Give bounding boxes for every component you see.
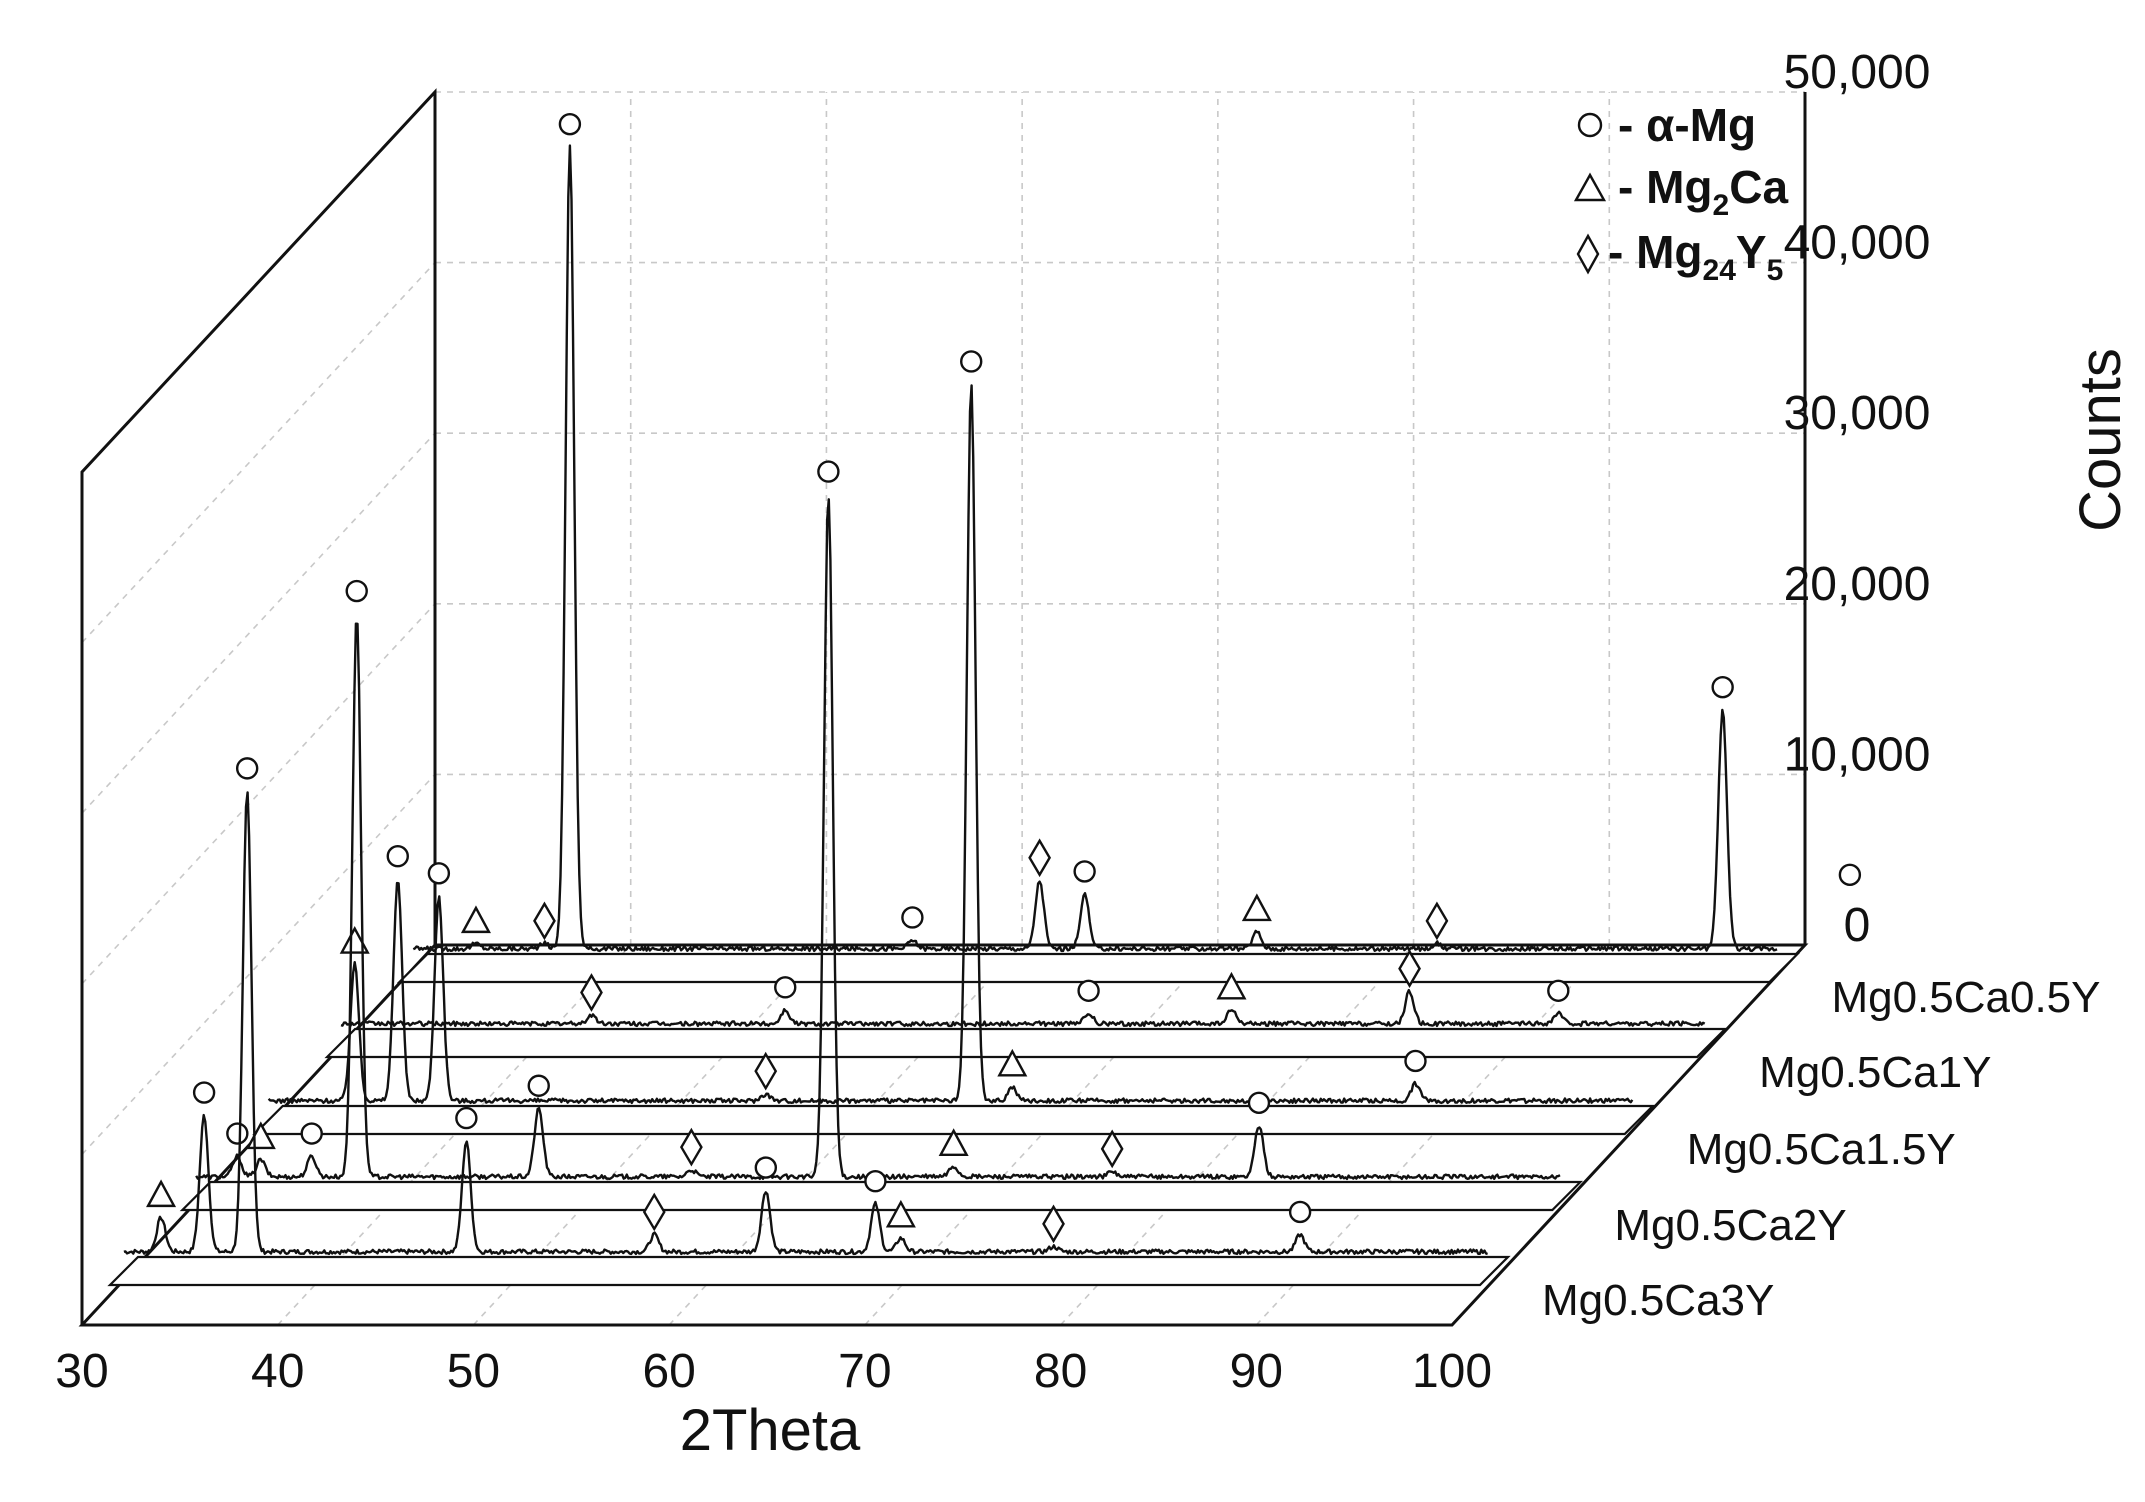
peak-marker-circle	[1711, 675, 1734, 699]
y-tick-label: 30,000	[1784, 387, 1931, 440]
series-label: Mg0.5Ca2Y	[1614, 1201, 1846, 1250]
grid-side	[81, 603, 436, 985]
series-label: Mg0.5Ca1Y	[1759, 1048, 1991, 1097]
axis-ticks: 0 10,000 20,000 30,000 40,000 50,000 30 40 50 60 7…	[55, 46, 1930, 1398]
series-ribbon	[324, 1027, 1728, 1059]
peak-marker-diamond	[754, 1051, 778, 1091]
legend: - α-Mg - Mg2Ca - Mg24Y5	[1573, 99, 1788, 287]
peak-marker-circle	[774, 976, 797, 999]
peak-marker-circle	[960, 350, 983, 373]
legend-item-mg2ca: - Mg2Ca	[1573, 161, 1788, 222]
series-trace	[340, 988, 1706, 1028]
grid-side	[81, 262, 436, 644]
peak-marker-diamond	[680, 1127, 703, 1167]
peak-marker-circle	[1247, 1091, 1271, 1115]
x-tick-label: 50	[447, 1345, 500, 1398]
peak-marker-diamond	[1425, 901, 1449, 941]
peak-marker-triangle	[997, 1048, 1028, 1077]
legend-label-mg2ca: - Mg2Ca	[1618, 161, 1788, 222]
peak-marker-diamond	[1042, 1204, 1065, 1244]
x-tick-label: 100	[1412, 1345, 1492, 1398]
series-ribbon	[179, 1180, 1584, 1212]
peak-marker-circle	[192, 1081, 216, 1104]
series-trace	[123, 791, 1488, 1256]
peak-marker-circle	[527, 1074, 550, 1097]
peak-marker-circle	[754, 1156, 778, 1179]
peak-marker-circle	[226, 1122, 249, 1145]
series-label: Mg0.5Ca3Y	[1542, 1276, 1774, 1325]
peak-marker-circle	[1073, 860, 1096, 883]
series-row: Mg0.5Ca2Y	[179, 460, 1847, 1250]
x-tick-label: 90	[1230, 1345, 1283, 1398]
peak-marker-triangle	[1241, 893, 1272, 922]
gridlines	[81, 91, 1805, 1326]
peak-marker-triangle	[938, 1128, 969, 1156]
peak-marker-circle	[558, 112, 582, 136]
series-label: Mg0.5Ca1.5Y	[1687, 1125, 1956, 1174]
peak-marker-circle	[1547, 979, 1570, 1002]
y-axis-title: Counts	[2068, 348, 2133, 532]
legend-triangle-icon	[1573, 172, 1607, 202]
peak-marker-circle	[427, 862, 451, 885]
axes-frame	[78, 88, 1809, 1327]
y-tick-label: 50,000	[1784, 46, 1931, 99]
grid-side	[81, 773, 436, 1155]
x-tick-label: 30	[55, 1345, 108, 1398]
peak-marker-diamond	[642, 1192, 666, 1232]
legend-item-mg24y5: - Mg24Y5	[1576, 226, 1783, 287]
peak-marker-circle	[345, 579, 368, 603]
peak-marker-circle	[386, 845, 409, 868]
peak-marker-circle	[1404, 1049, 1427, 1073]
y-tick-label: 0	[1844, 899, 1871, 952]
peak-marker-circle	[1288, 1200, 1312, 1224]
legend-circle-icon	[1577, 112, 1603, 138]
peak-marker-circle	[455, 1106, 478, 1130]
peak-marker-circle	[1077, 979, 1100, 1002]
y-tick-label: 20,000	[1784, 558, 1931, 611]
frame-left-wall	[80, 88, 437, 1325]
series-ribbon	[252, 1104, 1656, 1136]
y-tick-label: 40,000	[1784, 217, 1931, 270]
peak-marker-diamond	[580, 973, 603, 1012]
peak-marker-circle	[235, 757, 259, 780]
grid-side	[81, 432, 436, 814]
peak-marker-diamond	[1398, 949, 1421, 988]
peak-marker-triangle	[146, 1179, 177, 1208]
series-ribbon	[107, 1255, 1511, 1287]
series-traces: Mg0.5Ca0.5Y Mg0.5Ca1Y Mg0.5Ca1.5Y Mg0.5Ca2Y…	[107, 112, 2101, 1325]
peak-marker-circle	[300, 1122, 323, 1145]
legend-label-mg24y5: - Mg24Y5	[1608, 226, 1783, 287]
peak-marker-triangle	[339, 926, 370, 954]
legend-diamond-icon	[1576, 233, 1600, 275]
peak-marker-circle	[864, 1170, 887, 1193]
series-row: Mg0.5Ca0.5Y	[396, 112, 2101, 1022]
x-tick-label: 80	[1034, 1345, 1087, 1398]
peak-marker-triangle	[460, 905, 491, 934]
peak-marker-diamond	[533, 901, 556, 941]
x-tick-label: 70	[838, 1345, 891, 1398]
peak-marker-circle	[1838, 863, 1862, 887]
series-trace	[195, 498, 1561, 1181]
x-axis-title: 2Theta	[680, 1398, 861, 1463]
peak-marker-diamond	[1028, 838, 1052, 878]
legend-label-alpha-mg: - α-Mg	[1618, 99, 1756, 151]
peak-marker-triangle	[885, 1199, 916, 1228]
peak-marker-triangle	[1216, 971, 1247, 1000]
x-tick-label: 60	[642, 1345, 695, 1398]
x-tick-label: 40	[251, 1345, 304, 1398]
peak-marker-circle	[901, 906, 924, 929]
series-label: Mg0.5Ca0.5Y	[1831, 973, 2100, 1022]
series-row: Mg0.5Ca1.5Y	[252, 350, 1956, 1174]
legend-item-alpha-mg: - α-Mg	[1577, 99, 1756, 151]
peak-marker-diamond	[1100, 1129, 1124, 1169]
series-ribbon	[396, 952, 1801, 984]
series-trace	[412, 144, 1778, 953]
series-row: Mg0.5Ca1Y	[324, 949, 1991, 1097]
y-tick-label: 10,000	[1784, 728, 1931, 781]
peak-marker-circle	[817, 460, 840, 483]
series-trace	[267, 384, 1634, 1105]
series-row: Mg0.5Ca3Y	[107, 757, 1774, 1325]
